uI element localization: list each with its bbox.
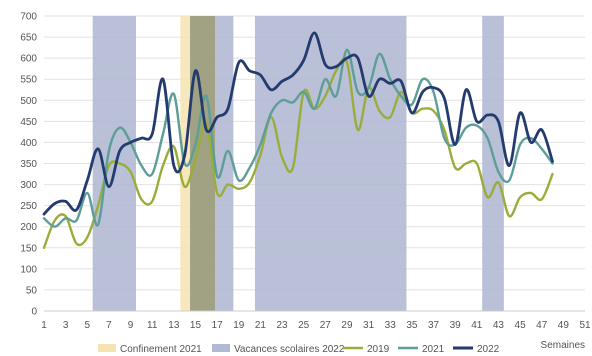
- x-tick-label: 11: [147, 320, 158, 331]
- vacances-legend-swatch: [212, 344, 230, 352]
- x-tick-label: 27: [320, 320, 332, 331]
- confinement-legend-label: Confinement 2021: [120, 344, 202, 355]
- y-tick-label: 300: [20, 180, 37, 191]
- x-tick-label: 35: [406, 320, 418, 331]
- line-layer: [42, 31, 554, 249]
- x-tick-label: 31: [363, 320, 375, 331]
- x-tick-label: 5: [84, 320, 90, 331]
- x-tick-label: 49: [558, 320, 570, 331]
- x-tick-label: 51: [579, 320, 591, 331]
- vacances-band: [482, 16, 504, 311]
- y-tick-label: 250: [20, 201, 37, 212]
- x-tick-label: 41: [471, 320, 483, 331]
- x-tick-label: 15: [190, 320, 202, 331]
- x-tick-label: 29: [341, 320, 353, 331]
- series-2022-line: [42, 31, 554, 216]
- y2022-legend-label: 2022: [477, 344, 500, 355]
- y-tick-label: 150: [20, 243, 37, 254]
- x-tick-label: 13: [168, 320, 180, 331]
- x-tick-label: 43: [493, 320, 505, 331]
- y-tick-label: 650: [20, 33, 37, 44]
- x-tick-label: 45: [515, 320, 527, 331]
- series-2019-line: [42, 57, 554, 249]
- band-layer: [92, 16, 504, 311]
- y-tick-label: 700: [20, 12, 37, 23]
- y-tick-label: 50: [26, 285, 38, 296]
- x-tick-label: 25: [298, 320, 310, 331]
- x-tick-label: 19: [233, 320, 245, 331]
- x-tick-label: 23: [276, 320, 288, 331]
- x-tick-label: 21: [255, 320, 267, 331]
- x-axis-label: Semaines: [541, 340, 585, 351]
- y-tick-label: 0: [31, 307, 37, 318]
- axis-layer: 0 50 100 150 200 250 300 350 400 450 500 550 600 650 7…: [20, 12, 591, 352]
- x-tick-label: 3: [63, 320, 69, 331]
- x-tick-label: 39: [450, 320, 462, 331]
- confinement-legend-swatch: [98, 344, 116, 352]
- x-tick-label: 47: [536, 320, 548, 331]
- x-tick-label: 17: [212, 320, 224, 331]
- vacances-legend-label: Vacances scolaires 2022: [234, 344, 345, 355]
- vacances-band: [92, 16, 136, 311]
- y-tick-label: 550: [20, 75, 37, 86]
- y2021-legend-label: 2021: [422, 344, 445, 355]
- x-tick-label: 1: [41, 320, 47, 331]
- series-2021-line: [42, 48, 554, 228]
- vacances-band: [254, 16, 407, 311]
- y-tick-label: 200: [20, 222, 37, 233]
- y2019-legend-label: 2019: [367, 344, 390, 355]
- x-tick-label: 37: [428, 320, 440, 331]
- x-tick-label: 33: [385, 320, 397, 331]
- x-tick-label: 7: [106, 320, 112, 331]
- legend-layer: Confinement 2021 Vacances scolaires 2022 2…: [98, 344, 500, 355]
- y-tick-label: 350: [20, 159, 37, 170]
- y-tick-label: 100: [20, 264, 37, 275]
- y-tick-label: 500: [20, 96, 37, 107]
- y-tick-label: 600: [20, 54, 37, 65]
- x-tick-label: 9: [128, 320, 134, 331]
- y-tick-label: 400: [20, 138, 37, 149]
- y-tick-label: 450: [20, 117, 37, 128]
